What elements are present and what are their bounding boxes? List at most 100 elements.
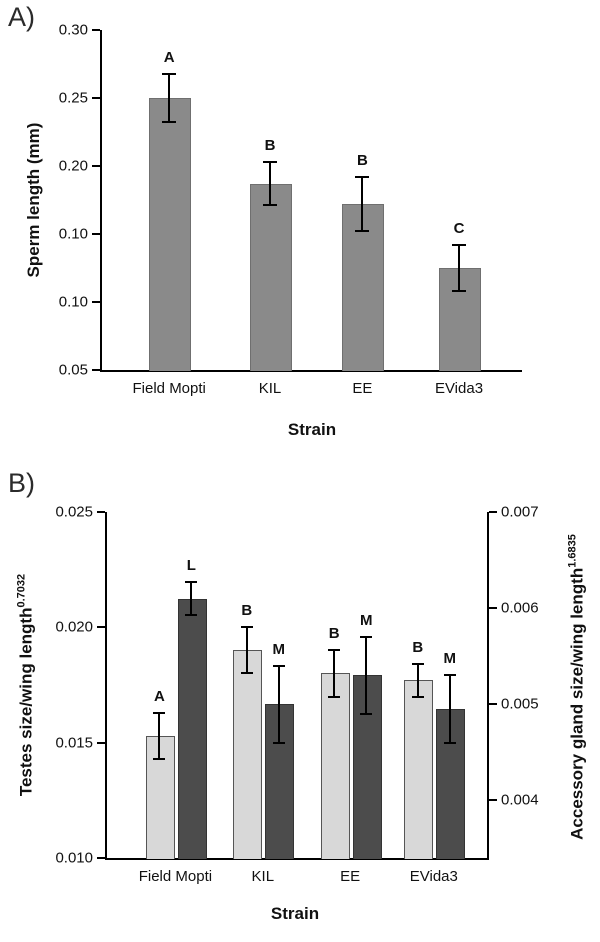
y-axis-tick-label: 0.30 [58,21,88,39]
error-bar-left-ee [333,650,336,697]
error-cap-bottom [272,741,285,744]
y-axis-tick [92,97,100,99]
panel-b-plot-area: 0.025 0.020 0.015 0.010 0.007 0.006 0.005 0.004… [55,504,538,886]
sig-letter-left-field-mopti: A [153,687,165,705]
y-axis-tick-label: 0.25 [58,89,88,107]
panel-b-left-y-axis-title: Testes size/wing length0.7032 [16,574,37,796]
right-axis-tick-label: 0.005 [501,695,539,713]
error-bar-right-evida3 [448,675,451,743]
error-bar-evida3 [458,244,460,292]
bar-left-kil [233,650,263,859]
x-tick-label-ee: EE [340,868,361,885]
error-cap-bottom [355,230,370,233]
error-cap-bottom [240,672,253,675]
y-axis-tick [92,369,100,371]
right-axis-tick-label: 0.007 [501,503,539,521]
panel-b-left-y-axis-title-exponent: 0.7032 [15,573,28,608]
error-bar-left-field-mopti [158,712,161,759]
panel-a-plot-area: 0.30 0.25 0.20 0.10 0.10 0.05 A Field Mopti B KIL… [59,22,522,397]
y-axis-tick [92,301,100,303]
bar-left-ee [320,673,350,859]
panel-a-y-axis-title: Sperm length (mm) [24,123,44,278]
left-axis-tick [97,857,105,859]
left-axis-tick-label: 0.015 [55,734,93,752]
right-axis-tick [489,799,497,802]
error-cap-bottom [360,712,373,715]
right-axis-tick-label: 0.004 [501,791,539,809]
left-axis-tick [97,741,105,744]
sig-letter-ee: B [356,151,368,169]
sig-letter-kil: B [264,136,276,154]
panel-b-label: B) [8,468,35,498]
error-bar-left-evida3 [416,664,419,697]
sig-letter-field-mopti: A [163,48,175,66]
error-cap-bottom [452,290,466,293]
error-cap-bottom [153,757,166,760]
error-cap-bottom [411,695,424,698]
x-tick-label-evida3: EVida3 [434,380,484,397]
sig-letter-right-evida3: M [443,650,457,668]
y-axis-tick-label: 0.20 [58,157,88,175]
sig-letter-evida3: C [453,219,465,237]
sig-letter-left-kil: B [241,602,253,620]
right-axis-tick [489,607,497,610]
error-cap-bottom [328,695,341,698]
error-cap-top [443,674,456,677]
right-axis-tick [489,511,497,513]
sig-letter-right-field-mopti: L [186,557,196,575]
panel-a-x-axis-title: Strain [287,420,337,439]
panel-b-right-y-axis-title-exponent: 1.6835 [566,534,579,568]
error-bar-right-field-mopti [190,582,193,615]
error-cap-bottom [185,613,198,616]
x-tick-label-field-mopti: Field Mopti [132,380,206,397]
panel-a-y-axis-title-text: Sperm length (mm) [24,122,43,278]
panel-b-left-y-axis-title-text: Testes size/wing length [16,607,36,797]
error-cap-top [452,243,466,246]
sig-letter-left-evida3: B [412,639,424,657]
error-cap-top [263,160,277,163]
error-cap-top [272,664,285,667]
left-axis-tick-label: 0.010 [55,849,93,867]
bar-right-ee [352,675,382,859]
error-cap-bottom [443,741,456,744]
error-bar-right-kil [277,665,280,743]
bar-evida3 [439,268,481,371]
y-axis-tick-label: 0.05 [58,361,88,379]
sig-letter-right-ee: M [359,611,373,629]
panel-b-right-y-axis-title: Accessory gland size/wing length1.6835 [567,534,588,840]
right-axis-tick [489,703,497,706]
bar-right-kil [265,704,295,859]
x-tick-label-evida3: EVida3 [409,868,458,885]
error-cap-top [355,175,370,178]
sig-letter-right-kil: M [272,640,286,658]
bar-left-field-mopti [145,735,175,859]
x-tick-label-kil: KIL [258,380,282,397]
bar-field-mopti [149,98,192,371]
error-cap-top [153,711,166,714]
x-tick-label-field-mopti: Field Mopti [138,868,213,885]
error-bar-ee [361,176,364,232]
panel-b-x-axis-title: Strain [270,904,320,923]
bar-ee [342,204,385,371]
error-cap-top [411,663,424,666]
x-tick-label-kil: KIL [251,868,275,885]
error-bar-kil [269,161,271,206]
left-axis-tick-label: 0.020 [55,618,93,636]
panel-a-label: A) [8,2,35,32]
y-axis-tick [92,233,100,235]
error-cap-bottom [263,204,277,207]
x-tick-label-ee: EE [352,380,373,397]
bar-right-evida3 [436,709,466,859]
error-bar-right-ee [365,636,368,714]
error-bar-left-kil [245,627,248,674]
sig-letter-left-ee: B [328,625,340,643]
left-axis-tick [97,511,105,513]
error-cap-top [328,649,341,652]
y-axis-tick [92,165,100,167]
error-cap-top [162,72,177,75]
error-cap-top [360,635,373,638]
y-axis-tick-label: 0.10 [58,293,88,311]
bar-kil [250,183,292,371]
y-axis-tick-label: 0.10 [58,225,88,243]
